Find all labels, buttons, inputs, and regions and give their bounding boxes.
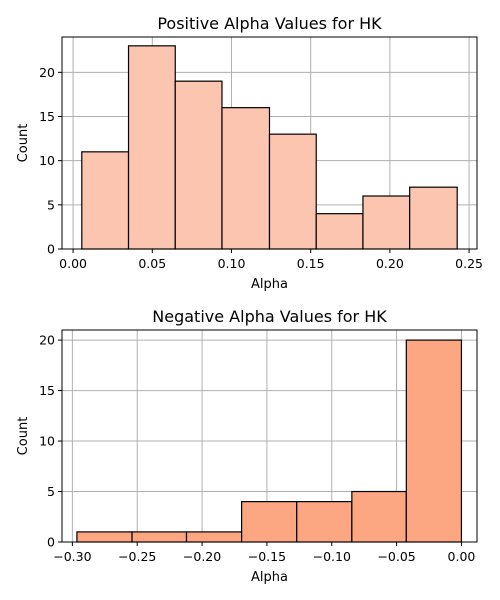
y-tick-label: 20 — [39, 65, 55, 80]
x-tick-label: −0.15 — [248, 549, 286, 564]
histogram-bar — [131, 531, 188, 543]
y-tick-label: 0 — [47, 242, 55, 257]
x-axis-label: Alpha — [251, 277, 288, 292]
x-tick-label: −0.05 — [377, 549, 415, 564]
chart-title: Negative Alpha Values for HK — [152, 307, 387, 326]
y-tick-label: 10 — [39, 153, 55, 168]
histogram-bar — [296, 501, 353, 543]
plot-frame — [61, 36, 478, 250]
y-tick-label: 15 — [39, 383, 55, 398]
positive-alpha-chart: 0.00 0.05 0.10 0.15 0.20 0.25 0 5 10 15 20 Positive… — [16, 14, 483, 292]
x-tick-label: −0.25 — [118, 549, 156, 564]
y-tick-label: 5 — [47, 197, 55, 212]
x-tick-label: −0.30 — [53, 549, 91, 564]
y-axis: 0 5 10 15 20 — [39, 65, 62, 257]
histogram-bar — [81, 151, 130, 250]
histogram-bar — [362, 195, 411, 250]
histogram-bar — [409, 186, 458, 250]
y-tick-label: 10 — [39, 434, 55, 449]
histogram-bar — [315, 213, 364, 250]
y-tick-label: 0 — [47, 535, 55, 550]
histogram-bar — [351, 490, 407, 543]
x-axis: −0.30 −0.25 −0.20 −0.15 −0.10 −0.05 0.00 — [53, 542, 475, 564]
histogram-bar — [174, 80, 223, 250]
histogram-bars — [76, 339, 463, 543]
x-tick-label: −0.10 — [313, 549, 351, 564]
histogram-bar — [241, 501, 298, 543]
x-tick-label: 0.15 — [297, 256, 325, 271]
histogram-bar — [127, 45, 176, 250]
histogram-bar — [405, 339, 463, 543]
x-tick-label: 0.20 — [376, 256, 404, 271]
y-axis-label: Count — [16, 417, 31, 456]
plot-frame — [61, 329, 478, 543]
y-tick-label: 20 — [39, 333, 55, 348]
histogram-bar — [221, 107, 271, 250]
histogram-bars — [81, 45, 458, 250]
y-axis-label: Count — [16, 124, 31, 163]
chart-title: Positive Alpha Values for HK — [157, 14, 382, 33]
x-tick-label: −0.20 — [183, 549, 221, 564]
histogram-bar — [185, 531, 243, 543]
y-axis: 0 5 10 15 20 — [39, 333, 62, 550]
histogram-bar — [76, 531, 133, 543]
x-axis-label: Alpha — [251, 570, 288, 585]
y-tick-label: 15 — [39, 109, 55, 124]
x-tick-label: 0.25 — [455, 256, 483, 271]
x-tick-label: 0.00 — [59, 256, 87, 271]
x-axis: 0.00 0.05 0.10 0.15 0.20 0.25 — [59, 249, 483, 271]
negative-alpha-chart: −0.30 −0.25 −0.20 −0.15 −0.10 −0.05 0.00 0 5 10 15… — [16, 307, 478, 585]
x-tick-label: 0.10 — [218, 256, 246, 271]
histogram-bar — [268, 133, 317, 250]
x-tick-label: 0.00 — [448, 549, 476, 564]
y-tick-label: 5 — [47, 484, 55, 499]
x-tick-label: 0.05 — [138, 256, 166, 271]
